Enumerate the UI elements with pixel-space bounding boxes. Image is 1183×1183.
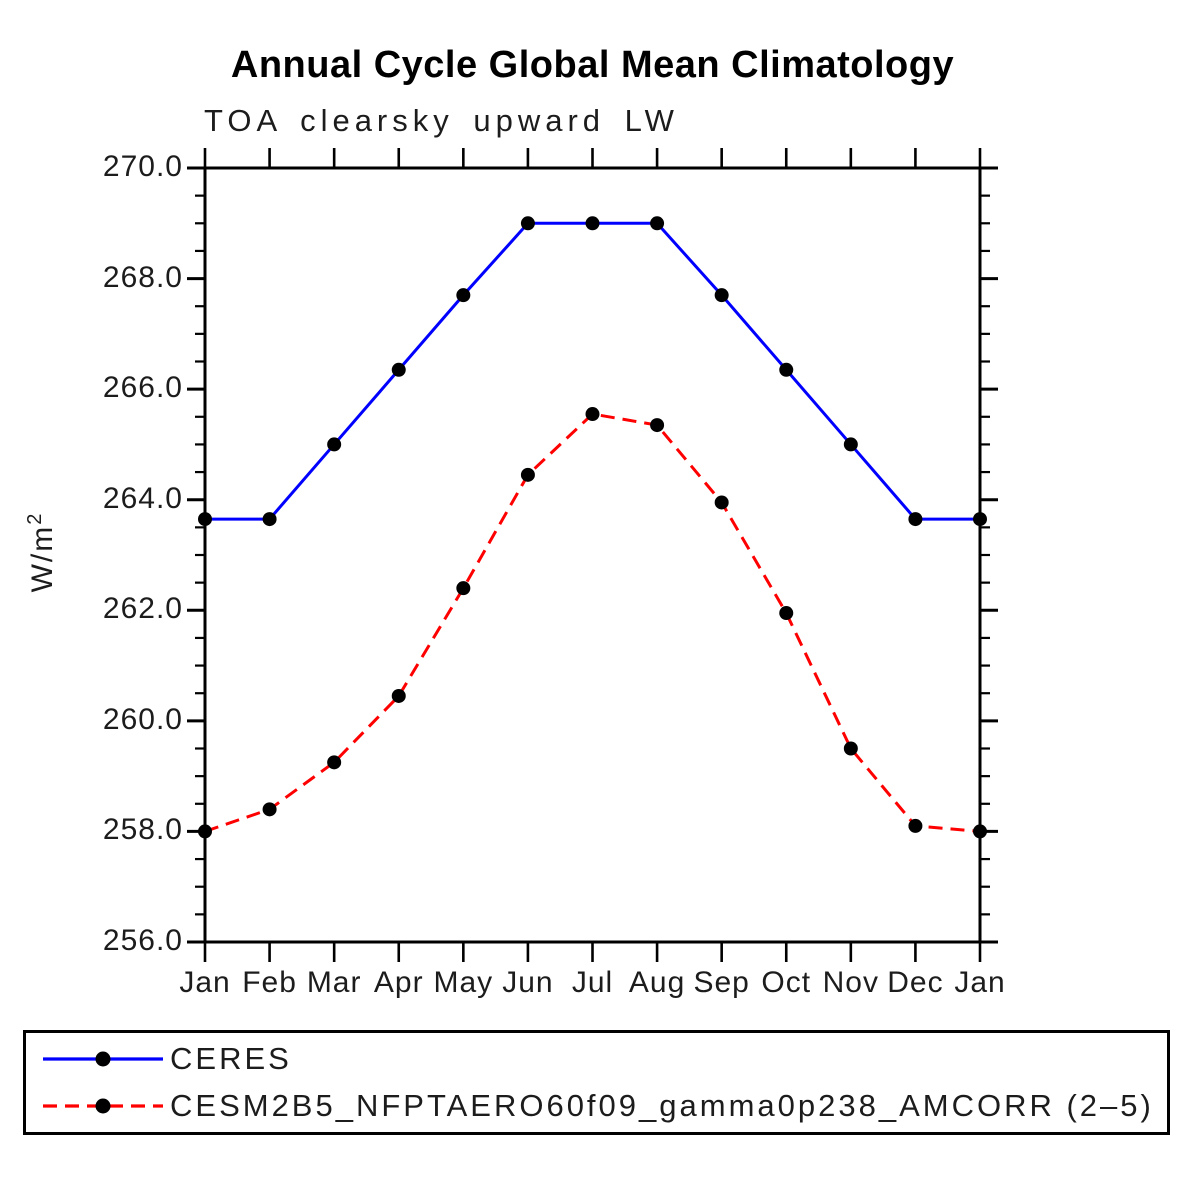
series-line-1 bbox=[204, 412, 981, 833]
data-point bbox=[391, 688, 406, 703]
y-tick-label: 264.0 bbox=[102, 481, 183, 515]
data-point bbox=[714, 288, 729, 303]
legend-label-ceres: CERES bbox=[170, 1041, 292, 1077]
data-point bbox=[973, 824, 987, 839]
data-point bbox=[520, 467, 535, 482]
data-point bbox=[843, 741, 858, 756]
data-point bbox=[585, 216, 600, 231]
legend-sample-marker bbox=[95, 1051, 111, 1067]
data-point bbox=[585, 407, 600, 422]
x-tick-label: Mar bbox=[306, 966, 362, 999]
legend-line-sample-cesm bbox=[43, 1098, 163, 1114]
legend: CERES CESM2B5_NFPTAERO60f09_gamma0p238_A… bbox=[23, 1030, 1170, 1135]
x-tick-label: Jun bbox=[502, 966, 554, 999]
data-point bbox=[456, 581, 471, 596]
data-point bbox=[650, 216, 665, 231]
x-tick-label: May bbox=[433, 966, 494, 999]
data-point bbox=[714, 495, 729, 510]
x-tick-label: Jan bbox=[179, 966, 231, 999]
x-tick-label: Jul bbox=[571, 966, 614, 999]
data-point bbox=[327, 437, 342, 452]
series-line-0 bbox=[205, 221, 980, 521]
x-tick-label: Feb bbox=[242, 966, 297, 999]
x-tick-label: Oct bbox=[761, 966, 812, 999]
data-point bbox=[650, 418, 665, 433]
legend-row-cesm: CESM2B5_NFPTAERO60f09_gamma0p238_AMCORR … bbox=[38, 1086, 1167, 1126]
data-point bbox=[973, 512, 987, 527]
data-point bbox=[198, 512, 212, 527]
data-point bbox=[262, 512, 277, 527]
y-tick-label: 270.0 bbox=[102, 150, 183, 183]
data-point bbox=[908, 512, 923, 527]
y-tick-label: 266.0 bbox=[102, 371, 183, 405]
legend-row-ceres: CERES bbox=[38, 1039, 1167, 1079]
data-point bbox=[262, 802, 277, 817]
data-point bbox=[391, 362, 406, 377]
data-point bbox=[520, 216, 535, 231]
x-tick-label: Sep bbox=[693, 966, 750, 999]
data-point bbox=[456, 288, 471, 303]
legend-sample-marker bbox=[95, 1098, 111, 1114]
plot-frame bbox=[203, 166, 982, 944]
y-tick-label: 256.0 bbox=[102, 924, 183, 957]
data-point bbox=[327, 755, 342, 770]
data-point bbox=[908, 818, 923, 833]
y-tick-label: 260.0 bbox=[102, 702, 183, 736]
chart-title: Annual Cycle Global Mean Climatology bbox=[230, 44, 955, 86]
legend-label-cesm: CESM2B5_NFPTAERO60f09_gamma0p238_AMCORR … bbox=[170, 1087, 1154, 1123]
data-point bbox=[779, 362, 794, 377]
plot-area bbox=[187, 148, 998, 962]
data-point bbox=[198, 824, 212, 839]
x-tick-label: Dec bbox=[887, 966, 944, 999]
legend-line-sample-ceres bbox=[43, 1051, 163, 1067]
chart-subtitle: TOA clearsky upward LW bbox=[204, 103, 679, 138]
y-tick-label: 262.0 bbox=[102, 592, 183, 626]
data-point bbox=[779, 606, 794, 621]
x-tick-label: Aug bbox=[628, 966, 686, 999]
y-tick-label: 268.0 bbox=[102, 260, 183, 294]
y-tick-label: 258.0 bbox=[102, 813, 183, 847]
x-tick-label: Jan bbox=[954, 966, 1006, 999]
data-point bbox=[843, 437, 858, 452]
x-tick-label: Apr bbox=[373, 966, 424, 999]
x-tick-label: Nov bbox=[822, 966, 879, 999]
